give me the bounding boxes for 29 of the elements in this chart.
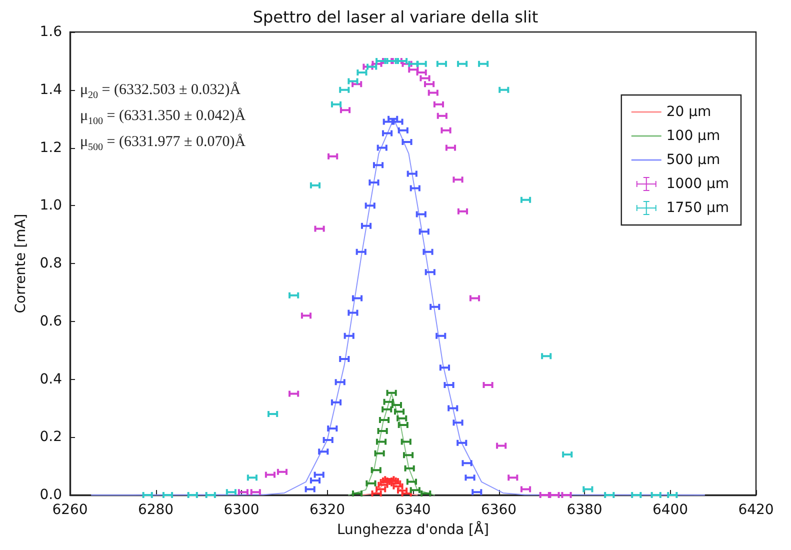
legend-label: 1000 μm: [666, 176, 729, 192]
y-tick-label: 1.4: [40, 82, 62, 98]
legend-label: 500 μm: [666, 152, 720, 168]
x-tick-label: 6400: [652, 502, 688, 518]
legend-label: 1750 μm: [666, 200, 729, 216]
annotation: μ$_{500}$ = (6331.977 ± 0.070)Å: [80, 132, 246, 155]
x-tick-label: 6420: [738, 502, 774, 518]
annotation: μ$_{100}$ = (6331.350 ± 0.042)Å: [80, 106, 246, 129]
y-tick-label: 0.8: [40, 256, 62, 272]
x-tick-label: 6260: [52, 502, 88, 518]
legend-label: 20 μm: [666, 104, 712, 120]
y-tick-label: 1.2: [40, 140, 62, 156]
y-tick-label: 1.6: [40, 24, 62, 40]
y-tick-label: 0.6: [40, 313, 62, 330]
y-tick-label: 0.0: [40, 487, 62, 503]
x-tick-label: 6320: [309, 502, 346, 518]
x-tick-label: 6300: [224, 502, 260, 518]
y-tick-label: 0.4: [40, 371, 62, 388]
x-axis-title: Lunghezza d'onda [Å]: [337, 521, 489, 538]
y-tick-label: 0.2: [40, 429, 62, 446]
chart-title: Spettro del laser al variare della slit: [252, 8, 538, 26]
x-tick-label: 6340: [395, 502, 431, 518]
x-tick-label: 6280: [138, 502, 174, 518]
x-tick-label: 6360: [480, 502, 517, 518]
annotation: μ$_{20}$ = (6332.503 ± 0.032)Å: [80, 80, 242, 103]
y-tick-label: 1.0: [40, 198, 62, 214]
x-tick-label: 6380: [566, 502, 602, 518]
y-axis-title: Corrente [mA]: [13, 214, 29, 314]
legend-label: 100 μm: [666, 128, 720, 144]
